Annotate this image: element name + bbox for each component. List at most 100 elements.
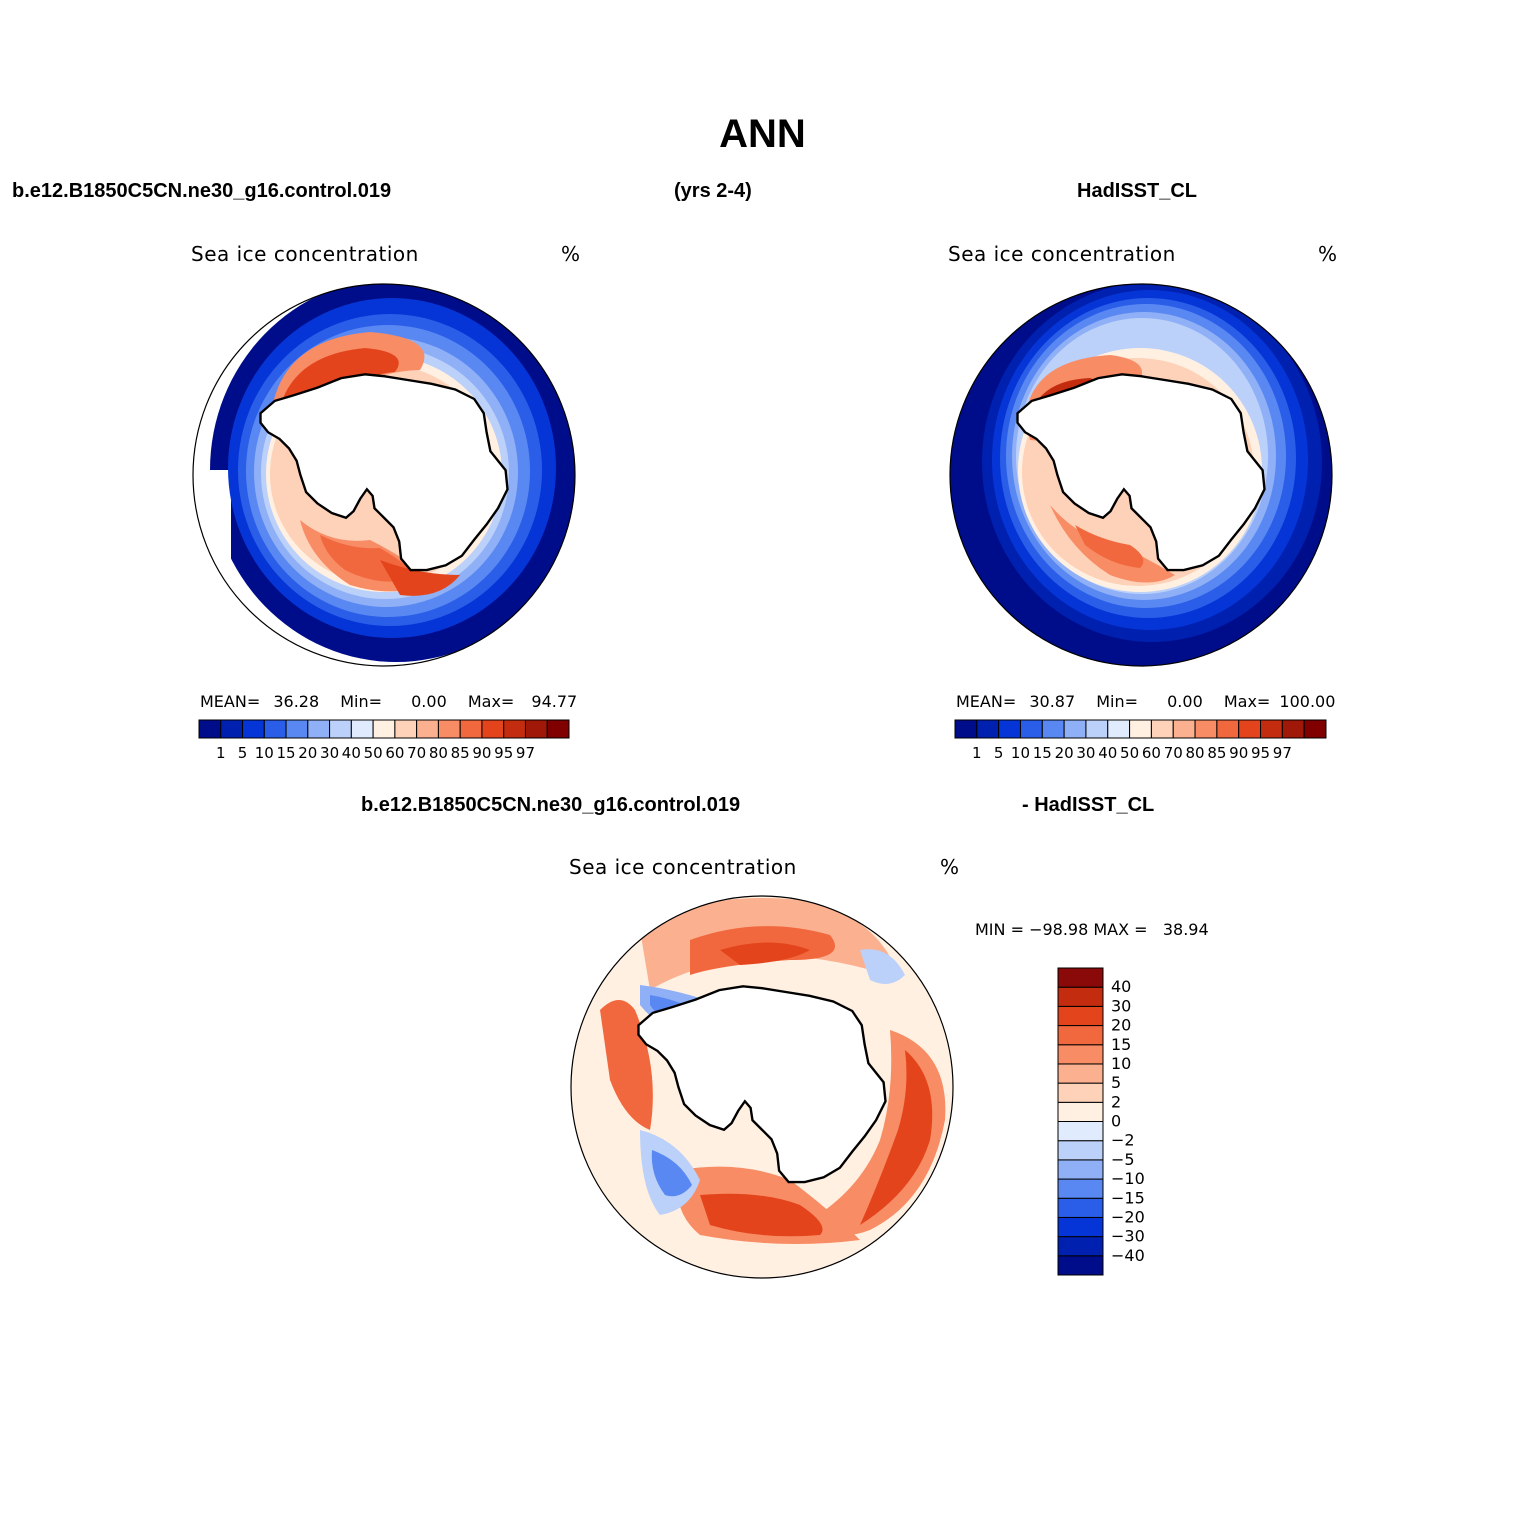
diff-header-right: - HadISST_CL [1022, 794, 1155, 816]
colorbar-tick-label: −30 [1111, 1227, 1145, 1246]
colorbar-tick-label: 10 [1111, 1054, 1131, 1073]
colorbar-tick-label: 30 [320, 744, 339, 762]
colorbar-swatch [198, 719, 222, 739]
colorbar-tick-label: −40 [1111, 1246, 1145, 1265]
colorbar-swatch [1194, 719, 1218, 739]
colorbar-tick-label: 10 [1011, 744, 1030, 762]
colorbar-swatch [1057, 1121, 1104, 1142]
colorbar-swatch [1057, 1082, 1104, 1103]
colorbar-swatch [242, 719, 265, 739]
colorbar-tick-label: −15 [1111, 1188, 1145, 1207]
colorbar-tick-label: 40 [1111, 977, 1131, 996]
colorbar-swatch [437, 719, 461, 739]
mean-label: MEAN= [956, 692, 1017, 711]
panel1-map [192, 283, 576, 667]
colorbar-swatch [1057, 1140, 1104, 1161]
colorbar-swatch [546, 719, 570, 739]
colorbar-tick-label: 15 [277, 744, 296, 762]
colorbar-swatch [459, 719, 483, 739]
colorbar-tick-label: −5 [1111, 1150, 1135, 1169]
colorbar-swatch [1057, 1025, 1104, 1046]
max-label: Max= [1223, 692, 1271, 711]
panel1-variable-label: Sea ice concentration [191, 242, 419, 266]
diff-variable-label: Sea ice concentration [569, 855, 797, 879]
colorbar-swatch [1057, 1044, 1104, 1065]
colorbar-tick-label: 80 [429, 744, 448, 762]
panel1-colorbar: 1 5 10 15 20 30 40 50 60 70 80 85 90 95 97 [198, 719, 570, 762]
colorbar-tick-label: 60 [1142, 744, 1161, 762]
colorbar-tick-label: 10 [255, 744, 274, 762]
colorbar-swatch [1085, 719, 1109, 739]
colorbar-swatch [1019, 719, 1043, 739]
colorbar-swatch [263, 719, 287, 739]
colorbar-swatch [372, 719, 396, 739]
colorbar-tick-label: 1 [972, 744, 982, 762]
colorbar-tick-label: 1 [216, 744, 226, 762]
colorbar-tick-label: 5 [1111, 1073, 1121, 1092]
panel2-stats: MEAN= 30.87 Min= 0.00 Max= 100.00 [956, 692, 1335, 711]
panel2-map [949, 283, 1333, 667]
colorbar-swatch [1057, 1063, 1104, 1084]
colorbar-tick-label: 5 [994, 744, 1004, 762]
colorbar-tick-label: 50 [1120, 744, 1139, 762]
colorbar-swatch [1057, 1255, 1104, 1276]
colorbar-swatch [350, 719, 374, 739]
colorbar-swatch [394, 719, 418, 739]
colorbar-swatch [1057, 1101, 1104, 1122]
model-case-header: b.e12.B1850C5CN.ne30_g16.control.019 [12, 180, 392, 202]
colorbar-swatch [1150, 719, 1174, 739]
colorbar-swatch [1172, 719, 1196, 739]
colorbar-tick-label: 5 [238, 744, 248, 762]
colorbar-swatch [1057, 1005, 1104, 1027]
colorbar-swatch [220, 719, 244, 739]
colorbar-swatch [329, 719, 352, 739]
colorbar-tick-label: 20 [1055, 744, 1074, 762]
diff-map [570, 895, 954, 1279]
colorbar-swatch [1260, 719, 1283, 739]
diff-header-left: b.e12.B1850C5CN.ne30_g16.control.019 [361, 794, 741, 816]
colorbar-tick-label: −2 [1111, 1131, 1135, 1150]
colorbar-tick-label: 30 [1111, 996, 1131, 1015]
min-value: 0.00 [1167, 692, 1203, 711]
colorbar-tick-label: −20 [1111, 1207, 1145, 1226]
colorbar-tick-label: 85 [1207, 744, 1226, 762]
obs-case-header: HadISST_CL [1077, 180, 1198, 202]
colorbar-swatch [1238, 719, 1262, 739]
max-label: Max= [467, 692, 515, 711]
colorbar-tick-label: 40 [342, 744, 361, 762]
colorbar-swatch [524, 719, 548, 739]
min-value: 0.00 [411, 692, 447, 711]
colorbar-swatch [1057, 967, 1104, 988]
colorbar-tick-label: 15 [1111, 1035, 1131, 1054]
colorbar-tick-label: 40 [1098, 744, 1117, 762]
colorbar-swatch [1063, 719, 1087, 739]
panel1-stats: MEAN= 36.28 Min= 0.00 Max= 94.77 [200, 692, 577, 711]
colorbar-swatch [416, 719, 439, 739]
colorbar-tick-label: 80 [1186, 744, 1205, 762]
colorbar-swatch [998, 719, 1021, 739]
diff-units-label: % [940, 855, 960, 879]
colorbar-tick-label: 90 [1229, 744, 1248, 762]
colorbar-tick-label: 15 [1033, 744, 1052, 762]
colorbar-swatch [1057, 1159, 1104, 1180]
colorbar-tick-label: 20 [1111, 1016, 1131, 1035]
colorbar-swatch [1057, 1197, 1104, 1218]
max-value: 94.77 [531, 692, 578, 711]
mean-label: MEAN= [200, 692, 261, 711]
colorbar-swatch [1057, 1236, 1104, 1257]
panel2-variable-label: Sea ice concentration [948, 242, 1176, 266]
colorbar-swatch [1057, 1216, 1104, 1238]
max-value: 100.00 [1279, 692, 1336, 711]
colorbar-swatch [285, 719, 309, 739]
years-header: (yrs 2-4) [674, 180, 752, 202]
colorbar-tick-label: 97 [516, 744, 535, 762]
colorbar-tick-label: 95 [1251, 744, 1270, 762]
colorbar-tick-label: 20 [298, 744, 317, 762]
colorbar-swatch [1216, 719, 1240, 739]
colorbar-tick-label: 50 [364, 744, 383, 762]
colorbar-swatch [1057, 1178, 1104, 1199]
colorbar-tick-label: 0 [1111, 1112, 1121, 1131]
min-label: Min= [1096, 692, 1139, 711]
